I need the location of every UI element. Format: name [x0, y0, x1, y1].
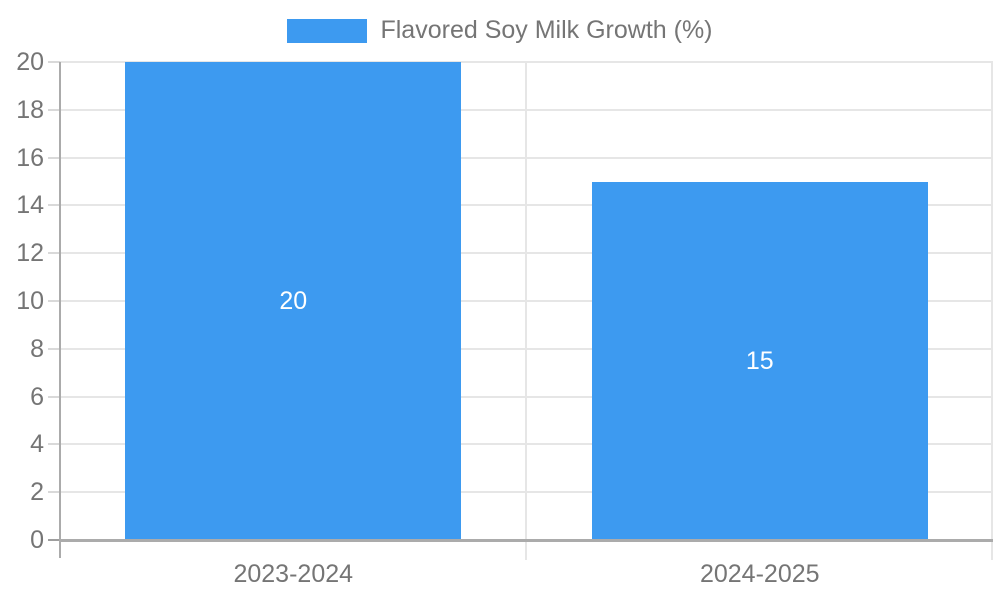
- y-tick: [48, 491, 60, 494]
- y-gridline: [60, 443, 993, 446]
- y-tick-label: 14: [16, 191, 44, 220]
- y-tick: [48, 539, 60, 541]
- y-tick-label: 6: [30, 382, 44, 411]
- plot-area: 0 2 4 6 8 10 12 14 16 18 20 20 2023-2024 15 2024-2025: [16, 48, 993, 588]
- bar[interactable]: [591, 181, 928, 540]
- y-tick: [48, 300, 60, 302]
- y-tick: [48, 61, 60, 63]
- y-gridline: [60, 156, 993, 159]
- bar-value-label: 20: [279, 287, 308, 315]
- y-tick-label: 4: [30, 430, 44, 459]
- y-gridline: [60, 252, 993, 255]
- bar[interactable]: [125, 62, 462, 540]
- y-gridline: [60, 204, 993, 207]
- y-tick-label: 0: [30, 526, 44, 554]
- y-tick: [48, 395, 60, 398]
- legend-swatch: [287, 18, 368, 43]
- y-tick: [48, 252, 60, 255]
- bar-value-label: 15: [745, 346, 774, 375]
- category-boundary-gridline: [991, 62, 993, 560]
- y-axis-line: [59, 62, 61, 558]
- legend-label: Flavored Soy Milk Growth (%): [380, 16, 713, 44]
- y-tick-label: 8: [30, 334, 44, 363]
- x-axis-line: [60, 539, 993, 542]
- y-tick: [48, 443, 60, 446]
- y-tick: [48, 347, 60, 350]
- y-tick-label: 2: [30, 478, 44, 507]
- category-boundary-gridline: [524, 62, 527, 560]
- y-gridline: [60, 108, 993, 111]
- y-tick-label: 16: [16, 143, 44, 172]
- y-tick-label: 20: [16, 48, 44, 76]
- y-tick: [48, 108, 60, 111]
- y-tick: [48, 204, 60, 207]
- x-category-label: 2023-2024: [233, 560, 354, 588]
- y-tick-label: 10: [16, 287, 44, 315]
- y-tick: [48, 156, 60, 159]
- y-gridline: [60, 300, 993, 302]
- y-tick-label: 12: [16, 239, 44, 268]
- y-gridline: [60, 395, 993, 398]
- y-gridline: [60, 347, 993, 350]
- y-gridline: [60, 61, 993, 63]
- y-tick-label: 18: [16, 95, 44, 124]
- legend: Flavored Soy Milk Growth (%): [0, 16, 1000, 45]
- y-gridline: [60, 491, 993, 494]
- x-category-label: 2024-2025: [699, 560, 820, 588]
